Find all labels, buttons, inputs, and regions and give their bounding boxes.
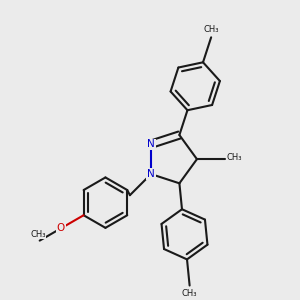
Text: CH₃: CH₃ bbox=[203, 25, 219, 34]
Text: CH₃: CH₃ bbox=[182, 289, 197, 298]
Text: N: N bbox=[147, 139, 155, 149]
Text: CH₃: CH₃ bbox=[31, 230, 46, 238]
Text: O: O bbox=[57, 224, 65, 233]
Text: N: N bbox=[147, 169, 155, 179]
Text: CH₃: CH₃ bbox=[226, 153, 242, 162]
